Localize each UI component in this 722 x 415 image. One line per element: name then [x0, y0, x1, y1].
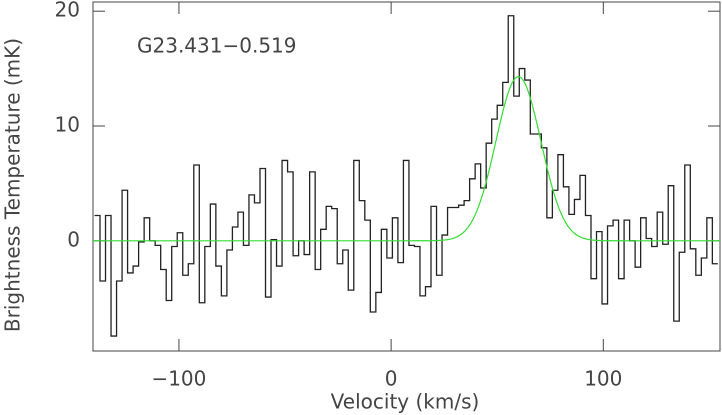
x-tick-label: −100	[151, 367, 206, 391]
y-tick-label: 10	[55, 112, 80, 136]
spectrum-line	[94, 15, 718, 337]
x-tick-label: 100	[584, 367, 622, 391]
y-tick-label: 20	[55, 0, 80, 22]
y-tick-label: 0	[67, 227, 80, 251]
x-tick-label: 0	[385, 367, 398, 391]
y-axis-title: Brightness Temperature (mK)	[1, 38, 25, 332]
annotation: G23.431−0.519	[137, 34, 297, 58]
plot-frame	[92, 1, 721, 352]
gaussian-fit	[93, 76, 720, 242]
x-axis-title: Velocity (km/s)	[331, 390, 480, 414]
